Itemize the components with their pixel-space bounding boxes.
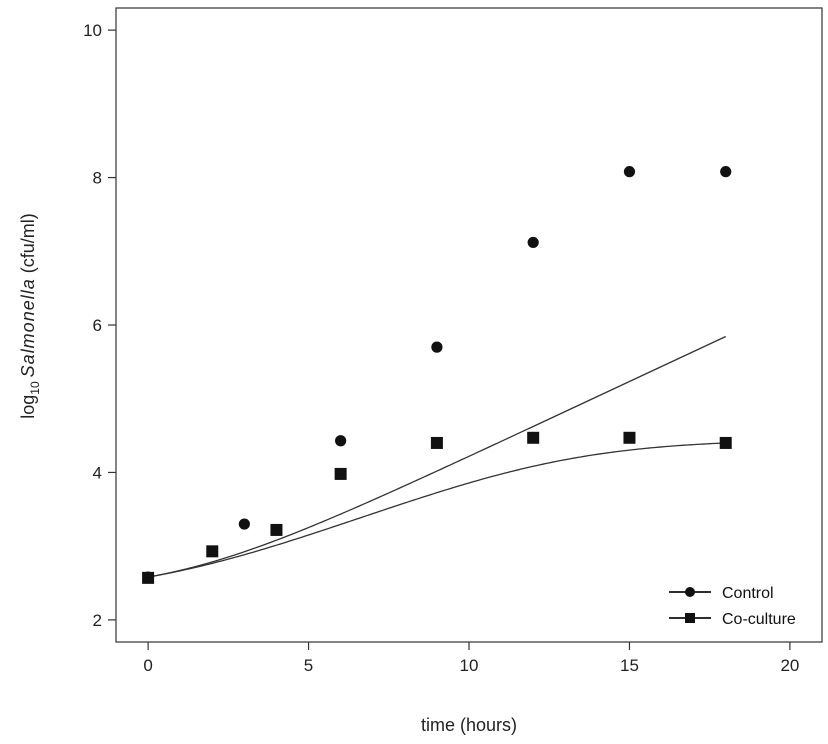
y-tick-label: 2 bbox=[93, 611, 102, 630]
y-axis-title: log10 Salmonella (cfu/ml) bbox=[18, 213, 42, 418]
data-point-control bbox=[335, 435, 347, 447]
x-tick-label: 15 bbox=[620, 656, 639, 675]
y-axis-title-prefix: log bbox=[18, 395, 38, 419]
y-tick-label: 6 bbox=[93, 316, 102, 335]
y-axis: 2 4 6 8 10 bbox=[83, 21, 116, 630]
legend-marker-circle bbox=[685, 587, 695, 597]
data-points bbox=[142, 166, 732, 584]
plot-frame bbox=[115, 7, 823, 643]
x-axis-title: time (hours) bbox=[421, 715, 517, 735]
data-point-co-culture bbox=[527, 431, 540, 444]
x-tick-label: 20 bbox=[780, 656, 799, 675]
y-tick-label: 8 bbox=[93, 169, 102, 188]
data-point-co-culture bbox=[334, 467, 347, 480]
data-point-co-culture bbox=[430, 436, 443, 449]
legend-marker-square bbox=[685, 613, 695, 623]
data-point-control bbox=[720, 166, 732, 178]
legend-label: Control bbox=[722, 585, 774, 602]
data-point-control bbox=[527, 236, 539, 249]
data-point-control bbox=[623, 166, 636, 178]
fit-curve-control bbox=[147, 335, 727, 578]
data-point-co-culture bbox=[623, 431, 636, 444]
y-axis-title-subscript: 10 bbox=[28, 381, 42, 395]
data-point-co-culture bbox=[719, 436, 732, 449]
data-point-control bbox=[238, 518, 250, 530]
x-axis: 0 5 10 15 20 bbox=[143, 642, 799, 675]
x-tick-label: 10 bbox=[460, 656, 479, 675]
fit-curve-co-culture bbox=[147, 442, 726, 578]
x-tick-label: 5 bbox=[304, 656, 313, 675]
legend: Control Co-culture bbox=[669, 585, 796, 628]
fit-curves bbox=[147, 335, 727, 578]
y-axis-title-organism: Salmonella bbox=[18, 278, 38, 377]
data-point-control bbox=[431, 341, 443, 353]
x-tick-label: 0 bbox=[143, 656, 152, 675]
data-point-co-culture bbox=[206, 545, 219, 558]
legend-label: Co-culture bbox=[722, 611, 796, 628]
data-point-co-culture bbox=[142, 571, 155, 584]
y-tick-label: 10 bbox=[83, 21, 102, 40]
y-tick-label: 4 bbox=[93, 463, 102, 482]
y-axis-title-unit: (cfu/ml) bbox=[18, 213, 38, 273]
data-point-co-culture bbox=[270, 523, 283, 536]
